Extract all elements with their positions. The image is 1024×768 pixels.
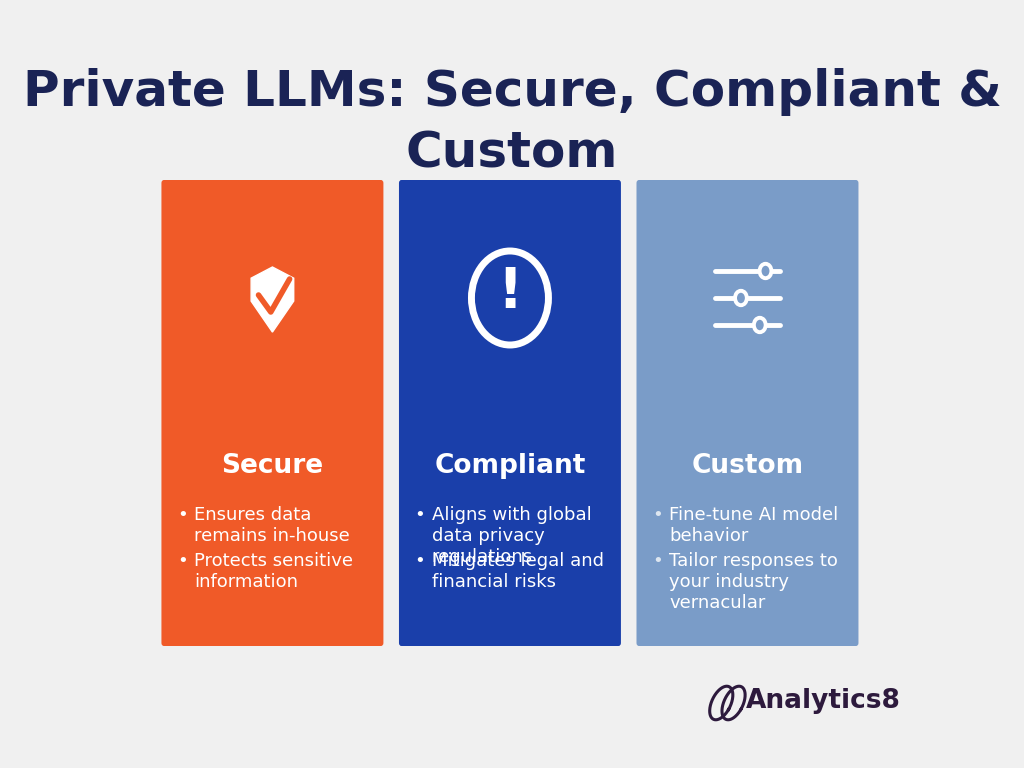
Text: !: ! bbox=[498, 265, 522, 319]
Text: Tailor responses to
your industry
vernacular: Tailor responses to your industry vernac… bbox=[670, 552, 838, 611]
FancyBboxPatch shape bbox=[399, 180, 621, 646]
FancyBboxPatch shape bbox=[637, 180, 858, 646]
Text: Private LLMs: Secure, Compliant &
Custom: Private LLMs: Secure, Compliant & Custom bbox=[23, 68, 1001, 177]
Circle shape bbox=[754, 318, 766, 333]
Text: •: • bbox=[415, 506, 425, 524]
Text: Ensures data
remains in-house: Ensures data remains in-house bbox=[195, 506, 350, 545]
Polygon shape bbox=[251, 267, 294, 332]
FancyBboxPatch shape bbox=[162, 180, 383, 646]
Text: Analytics8: Analytics8 bbox=[745, 688, 900, 714]
Circle shape bbox=[760, 263, 771, 278]
Text: Secure: Secure bbox=[221, 453, 324, 479]
Text: •: • bbox=[177, 552, 187, 570]
Text: •: • bbox=[177, 506, 187, 524]
Text: •: • bbox=[652, 552, 663, 570]
Text: Custom: Custom bbox=[691, 453, 804, 479]
Text: Protects sensitive
information: Protects sensitive information bbox=[195, 552, 353, 591]
Text: Compliant: Compliant bbox=[434, 453, 586, 479]
Text: Fine-tune AI model
behavior: Fine-tune AI model behavior bbox=[670, 506, 839, 545]
Circle shape bbox=[735, 291, 746, 305]
Text: •: • bbox=[652, 506, 663, 524]
Text: Aligns with global
data privacy
regulations: Aligns with global data privacy regulati… bbox=[432, 506, 592, 565]
Text: •: • bbox=[415, 552, 425, 570]
Text: Mitigates legal and
financial risks: Mitigates legal and financial risks bbox=[432, 552, 604, 591]
